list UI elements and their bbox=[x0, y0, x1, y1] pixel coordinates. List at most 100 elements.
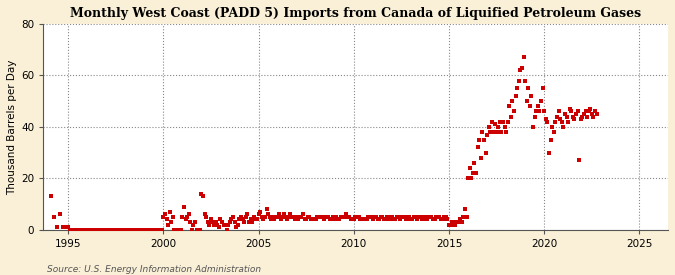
Point bbox=[396, 215, 407, 219]
Point bbox=[421, 217, 432, 222]
Point bbox=[286, 215, 297, 219]
Point bbox=[217, 220, 227, 224]
Point bbox=[383, 215, 394, 219]
Point bbox=[392, 215, 402, 219]
Point bbox=[407, 217, 418, 222]
Point bbox=[177, 215, 188, 219]
Point bbox=[435, 217, 446, 222]
Point bbox=[134, 228, 145, 232]
Point bbox=[453, 220, 464, 224]
Point bbox=[199, 212, 210, 216]
Point bbox=[130, 228, 140, 232]
Point bbox=[491, 130, 502, 134]
Point bbox=[398, 215, 408, 219]
Point bbox=[45, 194, 56, 199]
Point bbox=[167, 215, 178, 219]
Point bbox=[323, 215, 334, 219]
Point bbox=[462, 176, 473, 180]
Point bbox=[306, 217, 317, 222]
Point bbox=[136, 228, 146, 232]
Point bbox=[318, 217, 329, 222]
Point bbox=[412, 217, 423, 222]
Point bbox=[479, 138, 489, 142]
Point bbox=[493, 125, 504, 129]
Point bbox=[298, 212, 308, 216]
Point bbox=[191, 228, 202, 232]
Point bbox=[448, 220, 459, 224]
Point bbox=[152, 228, 163, 232]
Point bbox=[506, 114, 516, 119]
Point bbox=[254, 210, 265, 214]
Point bbox=[97, 228, 108, 232]
Point bbox=[72, 228, 83, 232]
Point bbox=[520, 78, 531, 83]
Point bbox=[196, 192, 207, 196]
Point bbox=[155, 228, 165, 232]
Point bbox=[110, 228, 121, 232]
Point bbox=[338, 215, 348, 219]
Point bbox=[248, 215, 259, 219]
Point bbox=[259, 215, 270, 219]
Point bbox=[148, 228, 159, 232]
Point bbox=[389, 217, 400, 222]
Point bbox=[244, 220, 254, 224]
Point bbox=[225, 220, 236, 224]
Point bbox=[277, 215, 288, 219]
Point bbox=[294, 215, 305, 219]
Point bbox=[477, 130, 488, 134]
Point bbox=[113, 228, 124, 232]
Point bbox=[526, 94, 537, 98]
Point bbox=[359, 217, 370, 222]
Point bbox=[128, 228, 138, 232]
Point bbox=[367, 217, 378, 222]
Point bbox=[423, 215, 434, 219]
Point bbox=[252, 217, 263, 222]
Point bbox=[440, 215, 451, 219]
Point bbox=[253, 212, 264, 216]
Point bbox=[279, 212, 290, 216]
Point bbox=[66, 228, 77, 232]
Point bbox=[140, 228, 151, 232]
Point bbox=[507, 99, 518, 103]
Point bbox=[85, 228, 96, 232]
Point bbox=[166, 220, 177, 224]
Point bbox=[317, 215, 327, 219]
Point bbox=[163, 222, 173, 227]
Point bbox=[69, 228, 80, 232]
Point bbox=[472, 145, 483, 150]
Point bbox=[150, 228, 161, 232]
Point bbox=[139, 228, 150, 232]
Point bbox=[380, 217, 391, 222]
Point bbox=[404, 215, 414, 219]
Point bbox=[381, 215, 392, 219]
Point bbox=[239, 220, 250, 224]
Point bbox=[564, 107, 575, 111]
Point bbox=[531, 109, 541, 114]
Point bbox=[310, 217, 321, 222]
Point bbox=[147, 228, 158, 232]
Point bbox=[485, 130, 495, 134]
Point bbox=[190, 220, 200, 224]
Point bbox=[377, 215, 387, 219]
Point bbox=[369, 215, 380, 219]
Point bbox=[361, 217, 372, 222]
Point bbox=[180, 217, 191, 222]
Point bbox=[68, 228, 78, 232]
Point bbox=[385, 217, 396, 222]
Point bbox=[450, 222, 460, 227]
Point bbox=[169, 228, 180, 232]
Point bbox=[429, 217, 440, 222]
Point bbox=[280, 215, 291, 219]
Point bbox=[353, 215, 364, 219]
Point bbox=[329, 217, 340, 222]
Point bbox=[144, 228, 155, 232]
Point bbox=[566, 109, 576, 114]
Point bbox=[496, 130, 507, 134]
Point bbox=[364, 215, 375, 219]
Point bbox=[281, 217, 292, 222]
Point bbox=[524, 104, 535, 108]
Point bbox=[547, 125, 558, 129]
Point bbox=[461, 215, 472, 219]
Point bbox=[109, 228, 119, 232]
Point bbox=[358, 217, 369, 222]
